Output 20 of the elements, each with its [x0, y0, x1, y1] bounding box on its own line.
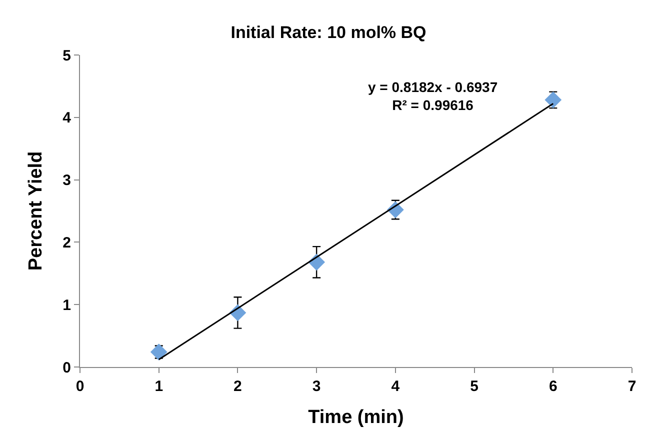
x-tick-label: 2: [234, 378, 242, 395]
chart-title: Initial Rate: 10 mol% BQ: [230, 23, 426, 42]
y-tick-label: 4: [62, 110, 72, 127]
x-tick-label: 7: [628, 378, 636, 395]
annotation: y = 0.8182x - 0.6937 R² = 0.99616: [368, 79, 498, 114]
x-tick-label: 3: [312, 378, 321, 395]
x-axis-title: Time (min): [308, 406, 404, 428]
point: [150, 344, 168, 360]
y-tick-label: 1: [62, 296, 71, 314]
x-tick-label: 1: [154, 378, 164, 395]
y-tick-label: 5: [62, 47, 71, 64]
x-tick-label: 0: [76, 378, 84, 395]
point: [544, 91, 562, 108]
x-tick-label: 5: [470, 378, 478, 395]
x-tick-label: 4: [391, 378, 400, 395]
y-axis-title: Percent Yield: [26, 151, 47, 271]
y-tick-label: 2: [62, 234, 71, 252]
y-tick-label: 3: [62, 172, 71, 190]
x-tick-label: 6: [548, 378, 558, 395]
y-tick-label: 0: [62, 359, 71, 376]
